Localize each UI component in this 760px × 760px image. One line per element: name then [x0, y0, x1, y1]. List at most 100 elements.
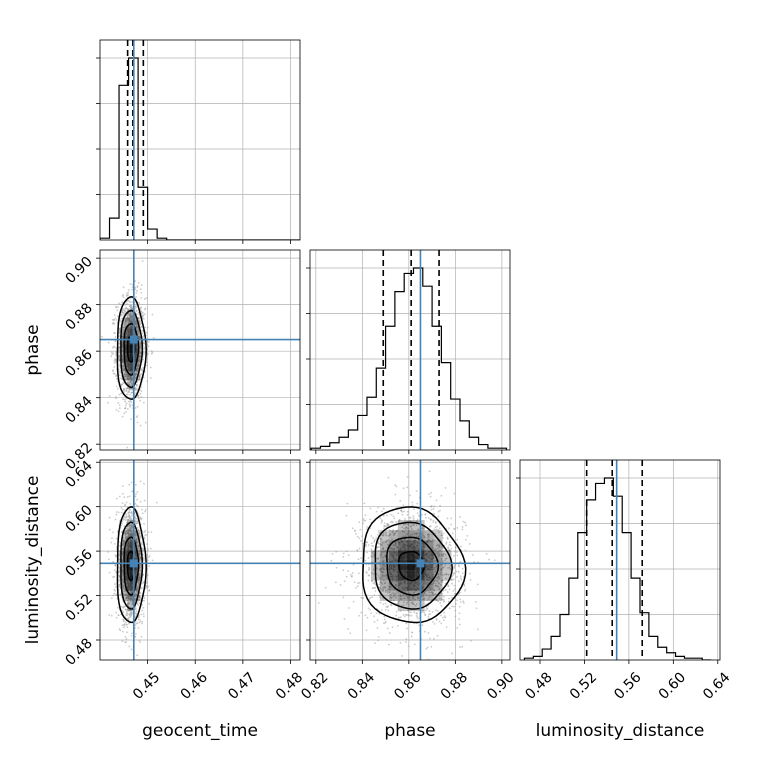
sample-point [134, 307, 137, 310]
sample-point [144, 421, 147, 424]
sample-point [408, 516, 411, 519]
sample-point [421, 595, 423, 598]
sample-point [384, 586, 387, 589]
sample-point [142, 401, 145, 404]
sample-point [371, 579, 373, 582]
sample-point [389, 593, 392, 596]
sample-point [129, 614, 131, 617]
sample-point [412, 517, 415, 520]
density-geocent-time-luminosity-distance-truth-marker [129, 559, 138, 568]
sample-point [136, 498, 139, 501]
sample-point [129, 405, 131, 408]
sample-point [112, 560, 115, 563]
sample-point [137, 579, 140, 581]
sample-point [144, 326, 146, 329]
sample-point [140, 635, 143, 638]
density-cell [124, 590, 128, 601]
sample-point [418, 514, 420, 517]
sample-point [143, 313, 146, 316]
contour-line [126, 550, 136, 582]
sample-point [366, 528, 368, 531]
sample-point [401, 513, 404, 516]
sample-point [118, 331, 121, 334]
sample-point [364, 514, 367, 517]
sample-point [383, 565, 386, 568]
sample-point [418, 535, 420, 538]
sample-point [391, 626, 394, 629]
sample-point [121, 301, 124, 304]
sample-point [415, 490, 418, 492]
sample-point [125, 294, 128, 297]
sample-point [390, 513, 393, 516]
sample-point [422, 534, 424, 537]
sample-point [145, 586, 147, 589]
sample-point [134, 483, 137, 486]
sample-point [123, 496, 126, 499]
sample-point [405, 641, 407, 643]
sample-point [110, 355, 113, 358]
sample-point [421, 536, 424, 539]
sample-point [428, 539, 430, 542]
sample-point [138, 621, 141, 624]
sample-point [373, 539, 376, 542]
sample-point [417, 528, 420, 531]
sample-point [119, 593, 122, 596]
density-cell [137, 580, 140, 591]
sample-point [453, 584, 456, 587]
sample-point [128, 381, 131, 384]
sample-point [141, 541, 143, 544]
sample-point [343, 617, 346, 620]
sample-point [143, 482, 145, 485]
sample-point [384, 531, 387, 534]
density-cell [139, 570, 143, 581]
sample-point [407, 530, 410, 532]
sample-point [377, 557, 380, 560]
sample-point [138, 554, 141, 556]
sample-point [130, 388, 132, 391]
sample-point [122, 381, 125, 384]
sample-point [378, 586, 381, 589]
sample-point [432, 508, 435, 510]
sample-point [130, 648, 133, 651]
sample-point [138, 363, 141, 366]
sample-point [406, 475, 409, 478]
sample-point [113, 569, 116, 571]
sample-point [438, 597, 441, 600]
sample-point [386, 591, 389, 594]
sample-point [390, 604, 393, 607]
sample-point [412, 595, 414, 598]
sample-point [129, 517, 131, 520]
sample-point [141, 609, 144, 612]
sample-point [380, 534, 383, 536]
sample-point [410, 528, 413, 530]
sample-point [121, 624, 124, 627]
sample-point [388, 529, 391, 531]
sample-point [145, 534, 148, 536]
sample-point [362, 522, 365, 525]
sample-point [134, 288, 137, 291]
sample-point [364, 614, 367, 617]
sample-point [399, 642, 402, 644]
sample-point [131, 591, 133, 594]
sample-point [386, 577, 389, 580]
sample-point [369, 527, 372, 530]
sample-point [366, 526, 369, 528]
sample-point [428, 637, 431, 640]
sample-point [380, 568, 383, 570]
sample-point [129, 301, 132, 304]
sample-point [357, 582, 359, 585]
sample-point [438, 527, 441, 530]
sample-point [395, 610, 398, 613]
sample-point [412, 603, 415, 606]
sample-point [407, 613, 409, 616]
sample-point [123, 590, 126, 593]
sample-point [452, 578, 455, 581]
sample-point [451, 532, 454, 535]
sample-point [380, 609, 383, 611]
sample-point [437, 547, 439, 550]
sample-point [367, 579, 370, 582]
sample-point [384, 608, 387, 611]
sample-point [444, 487, 447, 489]
sample-point [115, 408, 118, 411]
sample-point [147, 559, 149, 562]
